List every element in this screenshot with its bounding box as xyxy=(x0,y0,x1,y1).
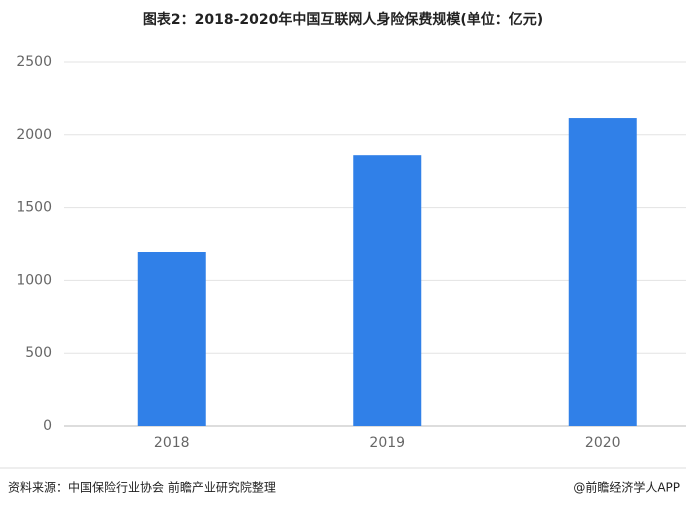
bar xyxy=(137,252,206,426)
x-tick-label: 2020 xyxy=(585,435,621,451)
y-tick-label: 1500 xyxy=(16,200,52,216)
bar xyxy=(568,118,637,426)
y-tick-label: 1000 xyxy=(16,272,52,288)
source-note: 资料来源：中国保险行业协会 前瞻产业研究院整理 xyxy=(8,480,276,495)
x-tick-label: 2018 xyxy=(154,435,190,451)
bar xyxy=(353,155,422,426)
credit: @前瞻经济学人APP xyxy=(573,480,680,495)
chart-title: 图表2：2018-2020年中国互联网人身险保费规模(单位：亿元) xyxy=(143,11,543,28)
x-tick-label: 2019 xyxy=(369,435,405,451)
y-tick-label: 0 xyxy=(43,418,52,434)
y-tick-label: 2000 xyxy=(16,127,52,143)
y-tick-label: 500 xyxy=(25,345,52,361)
y-tick-label: 2500 xyxy=(16,54,52,70)
